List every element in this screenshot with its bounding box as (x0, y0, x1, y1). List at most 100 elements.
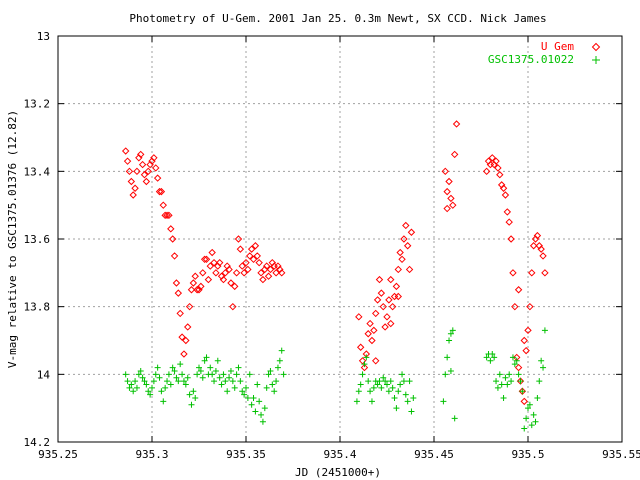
gsc-point (278, 347, 285, 354)
gsc-point (233, 371, 240, 378)
u-gem-point (121, 147, 130, 155)
grid (58, 36, 622, 442)
legend: U Gem GSC1375.01022 (488, 40, 601, 66)
u-gem-point (221, 269, 230, 277)
gsc-point (235, 364, 242, 371)
gsc-point (506, 371, 513, 378)
gsc-point (273, 378, 280, 385)
u-gem-point (168, 235, 177, 243)
gsc-point (395, 388, 402, 395)
gsc-point (239, 388, 246, 395)
u-gem-point (276, 265, 284, 274)
u-gem-point (443, 187, 451, 196)
gsc-point (402, 391, 409, 398)
u-gem-point (150, 154, 158, 162)
gsc-point (203, 354, 210, 361)
gsc-point (494, 384, 501, 391)
gsc-point (446, 337, 453, 344)
gsc-point (378, 384, 385, 391)
gsc-point (222, 378, 229, 385)
gsc-point (376, 378, 383, 385)
u-gem-point (529, 242, 538, 250)
u-gem-point (159, 201, 167, 209)
u-gem-point (398, 255, 406, 264)
u-gem-point (272, 269, 280, 277)
u-gem-point (232, 269, 241, 277)
gsc-point (139, 374, 146, 381)
u-gem-point (396, 248, 404, 257)
gsc-point (387, 378, 394, 385)
gsc-point (196, 364, 202, 371)
gsc-point (184, 374, 191, 381)
u-gem-point (526, 302, 534, 311)
gsc-point (525, 405, 531, 412)
u-gem-point (387, 275, 395, 284)
u-gem-point (153, 174, 162, 182)
gsc-point (513, 357, 520, 364)
y-axis-ticks: 13 13.2 13.4 13.6 13.8 14 14.2 (24, 30, 622, 449)
u-gem-point (522, 346, 530, 355)
gsc-point (541, 327, 548, 334)
gsc-point (380, 374, 387, 381)
gsc-point (263, 384, 270, 391)
u-gem-point (364, 330, 372, 338)
u-gem-point (185, 302, 194, 311)
gsc-point (190, 388, 197, 395)
chart-title: Photometry of U-Gem. 2001 Jan 25. 0.3m N… (129, 12, 546, 25)
gsc-point (515, 371, 522, 378)
gsc-point (447, 330, 454, 337)
legend-label-u-gem: U Gem (541, 40, 574, 53)
series-layer (121, 120, 549, 432)
u-gem-point (215, 258, 224, 267)
legend-label-gsc1375-01022: GSC1375.01022 (488, 53, 574, 66)
gsc-point (133, 384, 140, 391)
u-gem-point (187, 286, 196, 294)
gsc-point (361, 361, 368, 368)
gsc-point (442, 371, 449, 378)
u-gem-point (200, 255, 209, 264)
u-gem-point (494, 164, 502, 172)
gsc-point (519, 388, 526, 395)
u-gem-point (405, 265, 414, 274)
u-gem-point (208, 248, 216, 257)
gsc-point (528, 422, 535, 429)
u-gem-point (223, 262, 231, 270)
gsc-point (207, 364, 214, 371)
gsc-point (128, 381, 135, 388)
gsc-point (188, 401, 195, 408)
gsc-point (271, 388, 278, 395)
gsc-point (447, 367, 454, 374)
gsc-point (491, 354, 498, 361)
gsc-point (493, 378, 500, 385)
gsc-point (410, 395, 417, 402)
u-gem-point (488, 154, 496, 162)
u-gem-point (524, 326, 532, 335)
u-gem-point (133, 167, 141, 176)
u-gem-point (278, 269, 286, 277)
u-gem-point (541, 269, 549, 277)
y-tick-label: 13.2 (24, 98, 51, 111)
gsc-point (152, 371, 159, 378)
u-gem-point (140, 171, 149, 179)
gsc-point (226, 374, 233, 381)
y-tick-label: 14 (37, 368, 51, 381)
gsc-point (382, 378, 389, 385)
u-gem-point (450, 150, 459, 159)
gsc-point (532, 418, 539, 425)
u-gem-point (167, 225, 175, 233)
u-gem-point (366, 319, 374, 328)
gsc-point (149, 384, 155, 391)
gsc-point (211, 378, 218, 385)
x-tick-label: 935.4 (323, 448, 356, 461)
u-gem-point (497, 181, 506, 189)
u-gem-point (262, 262, 271, 270)
u-gem-point (520, 397, 528, 406)
u-gem-point (388, 302, 397, 311)
gsc-point (496, 371, 503, 378)
u-gem-point (217, 272, 226, 280)
y-tick-label: 13.8 (24, 301, 51, 314)
gsc-point (214, 357, 221, 364)
y-tick-label: 13 (37, 30, 50, 43)
u-gem-point (449, 201, 457, 209)
